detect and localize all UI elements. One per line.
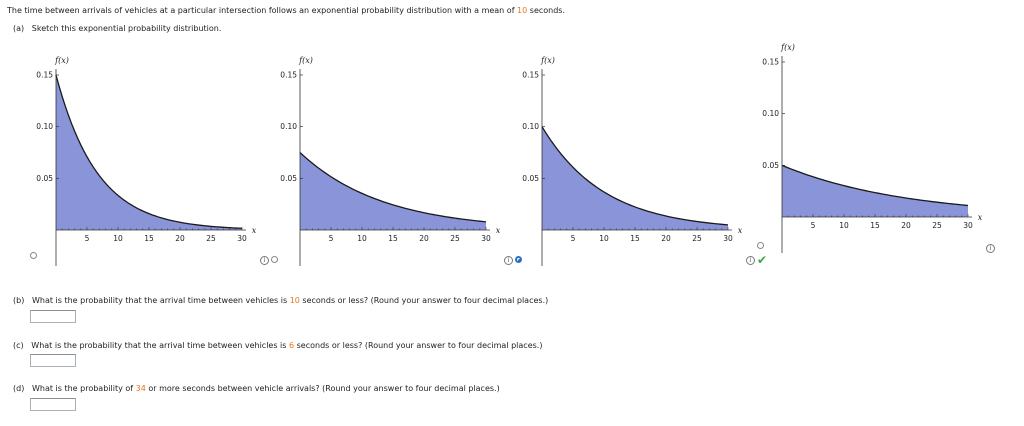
question-intro-end: seconds. bbox=[527, 6, 566, 15]
x-tick-label: 5 bbox=[811, 221, 816, 230]
part-d-text: What is the probability of bbox=[31, 384, 136, 393]
density-area bbox=[300, 152, 486, 230]
part-a-label: (a) bbox=[13, 24, 25, 33]
density-curve bbox=[781, 164, 969, 207]
y-axis-label: f(x) bbox=[54, 56, 69, 65]
part-c-value: 6 bbox=[289, 341, 295, 350]
chart-option-2: 5 10 15 20 25 30 0.05 0.10 0.15f(x) x bbox=[280, 56, 501, 266]
option-1-radio[interactable] bbox=[30, 252, 37, 259]
mean-value: 10 bbox=[517, 6, 528, 15]
y-tick-label: 0.10 bbox=[522, 122, 539, 131]
y-axis-label: f(x) bbox=[540, 56, 555, 65]
option-3-radio[interactable] bbox=[515, 256, 522, 263]
x-tick-label: 30 bbox=[963, 221, 973, 230]
x-tick-label: 20 bbox=[901, 221, 911, 230]
x-tick-label: 10 bbox=[357, 234, 367, 243]
y-tick-label: 0.10 bbox=[280, 122, 297, 131]
y-tick-label: 0.10 bbox=[36, 122, 53, 131]
part-d-text-end: or more seconds between vehicle arrivals… bbox=[145, 384, 500, 393]
y-tick-label: 0.05 bbox=[762, 161, 779, 170]
part-b-value: 10 bbox=[289, 296, 300, 305]
x-tick-label: 25 bbox=[932, 221, 942, 230]
y-tick-label: 0.05 bbox=[280, 174, 297, 183]
option-4-info-icon[interactable]: i bbox=[986, 244, 995, 253]
y-tick-label: 0.15 bbox=[36, 71, 53, 80]
part-b-answer-input[interactable] bbox=[30, 310, 76, 323]
density-curve bbox=[55, 74, 243, 229]
part-c-label: (c) bbox=[13, 341, 24, 350]
y-tick-label: 0.15 bbox=[522, 71, 539, 80]
part-b-label: (b) bbox=[13, 296, 25, 305]
x-tick-label: 10 bbox=[839, 221, 849, 230]
y-axis-label: f(x) bbox=[780, 43, 795, 52]
option-1-info-icon[interactable]: i bbox=[260, 256, 269, 265]
x-tick-label: 25 bbox=[692, 234, 702, 243]
x-tick-label: 30 bbox=[481, 234, 491, 243]
density-curve bbox=[299, 152, 487, 223]
option-4-radio[interactable] bbox=[757, 242, 764, 249]
correct-check-icon: ✔ bbox=[757, 253, 768, 267]
part-d: (d) What is the probability of 34 or mor… bbox=[13, 384, 500, 393]
x-tick-label: 15 bbox=[870, 221, 880, 230]
x-tick-label: 5 bbox=[85, 234, 90, 243]
part-b-text: What is the probability that the arrival… bbox=[31, 296, 290, 305]
x-tick-label: 15 bbox=[388, 234, 398, 243]
option-2-info-icon[interactable]: i bbox=[504, 256, 513, 265]
y-axis-label: f(x) bbox=[298, 56, 313, 65]
x-tick-label: 20 bbox=[419, 234, 429, 243]
x-axis-label: x bbox=[738, 226, 743, 235]
x-axis-label: x bbox=[252, 226, 257, 235]
density-area bbox=[542, 126, 728, 230]
density-area bbox=[782, 165, 968, 217]
question-text: The time between arrivals of vehicles at… bbox=[7, 6, 565, 15]
x-tick-label: 20 bbox=[661, 234, 671, 243]
part-c-text-end: seconds or less? (Round your answer to f… bbox=[294, 341, 543, 350]
y-tick-label: 0.15 bbox=[762, 58, 779, 67]
y-tick-label: 0.05 bbox=[36, 174, 53, 183]
x-tick-label: 15 bbox=[630, 234, 640, 243]
part-b: (b) What is the probability that the arr… bbox=[13, 296, 548, 305]
option-2-radio[interactable] bbox=[271, 256, 278, 263]
part-c: (c) What is the probability that the arr… bbox=[13, 341, 542, 350]
part-b-text-end: seconds or less? (Round your answer to f… bbox=[299, 296, 549, 305]
x-tick-label: 15 bbox=[144, 234, 154, 243]
density-area bbox=[56, 75, 242, 230]
option-3-info-icon[interactable]: i bbox=[746, 256, 755, 265]
part-d-answer-input[interactable] bbox=[30, 398, 76, 411]
part-d-label: (d) bbox=[13, 384, 25, 393]
chart-option-4: 5 10 15 20 25 30 0.05 0.10 0.15f(x) x bbox=[762, 43, 983, 253]
x-tick-label: 10 bbox=[113, 234, 123, 243]
x-tick-label: 5 bbox=[571, 234, 576, 243]
density-curve bbox=[541, 126, 729, 226]
x-tick-label: 20 bbox=[175, 234, 185, 243]
part-a-text: Sketch this exponential probability dist… bbox=[31, 24, 222, 33]
x-axis-label: x bbox=[978, 213, 983, 222]
part-a: (a) Sketch this exponential probability … bbox=[13, 24, 221, 33]
x-tick-label: 25 bbox=[450, 234, 460, 243]
x-tick-label: 25 bbox=[206, 234, 216, 243]
y-tick-label: 0.05 bbox=[522, 174, 539, 183]
x-tick-label: 30 bbox=[237, 234, 247, 243]
question-intro: The time between arrivals of vehicles at… bbox=[7, 6, 518, 15]
x-tick-label: 10 bbox=[599, 234, 609, 243]
part-c-text: What is the probability that the arrival… bbox=[31, 341, 289, 350]
y-tick-label: 0.15 bbox=[280, 71, 297, 80]
part-c-answer-input[interactable] bbox=[30, 354, 76, 367]
chart-option-3: 5 10 15 20 25 30 0.05 0.10 0.15f(x) x bbox=[522, 56, 743, 266]
x-axis-label: x bbox=[496, 226, 501, 235]
y-tick-label: 0.10 bbox=[762, 109, 779, 118]
x-tick-label: 30 bbox=[723, 234, 733, 243]
part-d-value: 34 bbox=[135, 384, 146, 393]
chart-option-1: 5 10 15 20 25 30 0.05 0.10 0.15f(x) x bbox=[36, 56, 257, 266]
x-tick-label: 5 bbox=[329, 234, 334, 243]
